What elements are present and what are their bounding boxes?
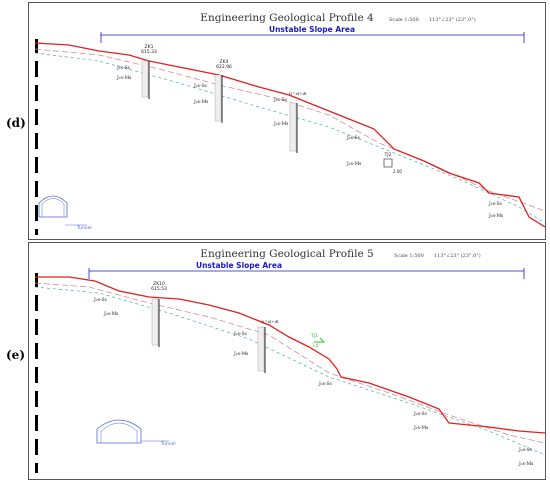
tunnel-label: Tunnel [160,441,176,447]
stratum-label-ss: J₂s-Ss [93,297,108,303]
stratum-label-q: Q^el+dl [261,319,279,324]
stratum-label-ss-5: J₂s-Ss [488,201,503,207]
stratum-label-ms-5: J₂s-Ms [488,213,504,219]
groundwater-line [34,286,545,456]
borehole-zk1: ZK1 615.33 [141,44,157,99]
borehole-zk10: ZK10 615.53 [151,281,167,347]
trial-pit-tj2 [383,158,393,168]
profile-title: Engineering Geological Profile 4 [200,12,374,24]
profile-panel-e: Engineering Geological Profile 5 Scale 1… [28,242,546,480]
stratum-label-q: Q^el+dl [289,91,307,96]
profile-drawing-d: Engineering Geological Profile 4 Scale 1… [34,12,545,235]
unstable-area-label: Unstable Slope Area [196,261,282,270]
stratum-label-ms-4: J₂s-Ms [518,461,534,467]
borehole-zk4: ZK4 622.96 [214,59,232,123]
borehole-zk10-elev: 615.53 [151,286,167,292]
stratum-label-ss-3: J₂s-Ss [318,381,333,387]
elevation-ruler [35,39,38,235]
borehole-zk4-id: ZK4 [220,59,229,65]
stratum-label-ms-2: J₂s-Ms [233,351,249,357]
ground-surface-line [34,42,545,228]
stratum-label-ss-2: J₂s-Ss [233,331,248,337]
stratum-label-ms-2: J₂s-Ms [193,99,209,105]
tunnel-section: Tunnel [38,195,92,231]
borehole-zk11 [257,326,266,373]
elevation-ruler [35,273,38,473]
stratum-boundary-line [34,282,545,444]
stratum-label-ss-2: J₂s-Ss [193,83,208,89]
scale-label: Scale 1:500 [394,253,424,259]
bearing-label: 113°∠23° (23°,0°) [429,16,476,23]
trial-pit-depth: 1.0 [312,343,319,348]
profile-drawing-e: Engineering Geological Profile 5 Scale 1… [34,248,545,473]
trial-pit-tj1-label: TJ1 [310,333,318,339]
stratum-label-ss-3: J₂s-Ss [273,97,288,103]
stratum-label-ss: J₂s-Ss [116,65,131,71]
stratum-label-ms-3: J₂s-Ms [413,425,429,431]
bearing-label: 113°∠23° (23°,0°) [434,252,481,259]
borehole-zk1-id: ZK1 [145,44,154,50]
stratum-label-ss-4: J₂s-Ss [346,135,361,141]
unstable-area-label: Unstable Slope Area [269,25,355,34]
borehole-3 [289,102,298,153]
panel-label-d: (d) [6,116,26,130]
scale-label: Scale 1:500 [389,17,419,23]
borehole-zk10-id: ZK10 [153,281,165,287]
borehole-zk1-elev: 615.33 [141,49,157,55]
stratum-label-ms: J₂s-Ms [116,75,132,81]
profile-panel-d: Engineering Geological Profile 4 Scale 1… [28,2,546,240]
groundwater-line [34,52,545,224]
ground-surface-line [35,276,545,434]
stratum-label-ms-3: J₂s-Ms [273,121,289,127]
stratum-label-ms: J₂s-Ms [103,311,119,317]
profile-title: Engineering Geological Profile 5 [200,248,373,260]
stratum-label-ss-4: J₂s-Ss [413,411,428,417]
panel-label-e: (e) [6,348,25,362]
trial-pit-depth: 2.00 [393,169,402,174]
borehole-zk4-elev: 622.96 [216,64,232,70]
trial-pit-tj1-marker: TJ1 1.0 [310,333,326,348]
tunnel-label: Tunnel [76,225,92,231]
stratum-label-ms-4: J₂s-Ms [346,161,362,167]
stratum-label-ss-5: J₂s-Ss [518,447,533,453]
tunnel-section: Tunnel [96,419,176,447]
trial-pit-tj2-label: TJ2 [384,152,392,158]
